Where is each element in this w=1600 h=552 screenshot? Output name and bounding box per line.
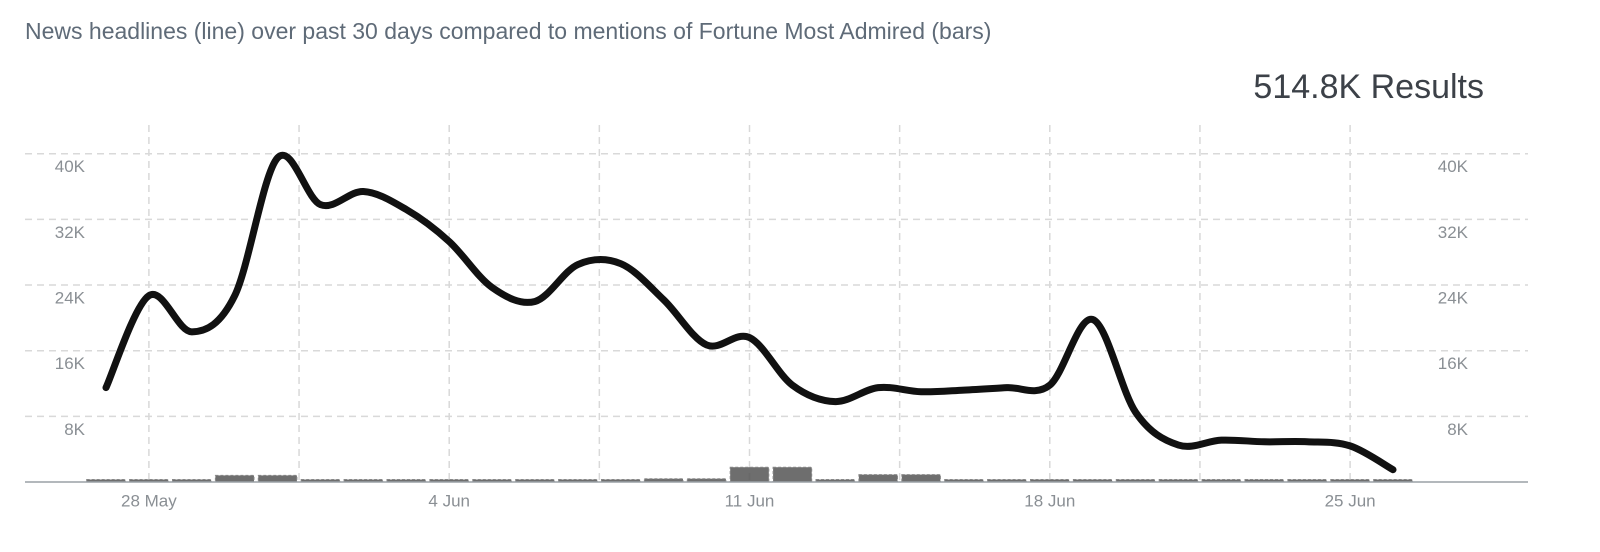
bar — [772, 466, 813, 483]
y2-tick-label: 32K — [1438, 223, 1469, 242]
x-tick-label: 18 Jun — [1024, 491, 1075, 510]
bar — [214, 474, 255, 483]
y-tick-label: 32K — [55, 223, 86, 242]
y2-tick-label: 24K — [1438, 289, 1469, 308]
y2-tick-label: 40K — [1438, 157, 1469, 176]
y-tick-label: 16K — [55, 354, 86, 373]
bar — [901, 474, 941, 483]
x-tick-label: 4 Jun — [428, 491, 470, 510]
y2-tick-label: 16K — [1438, 354, 1469, 373]
y2-tick-label: 8K — [1447, 420, 1468, 439]
line — [102, 151, 1397, 474]
bar — [729, 466, 770, 483]
results-count: 514.8K Results — [1253, 68, 1484, 106]
y-tick-label: 40K — [55, 157, 86, 176]
x-tick-label: 28 May — [121, 491, 177, 510]
chart-title: News headlines (line) over past 30 days … — [25, 18, 991, 44]
y-tick-label: 24K — [55, 289, 86, 308]
x-tick-label: 11 Jun — [725, 491, 775, 510]
bar — [257, 474, 298, 483]
bar — [858, 474, 899, 483]
y-tick-label: 8K — [64, 420, 85, 439]
x-tick-label: 25 Jun — [1325, 491, 1376, 510]
